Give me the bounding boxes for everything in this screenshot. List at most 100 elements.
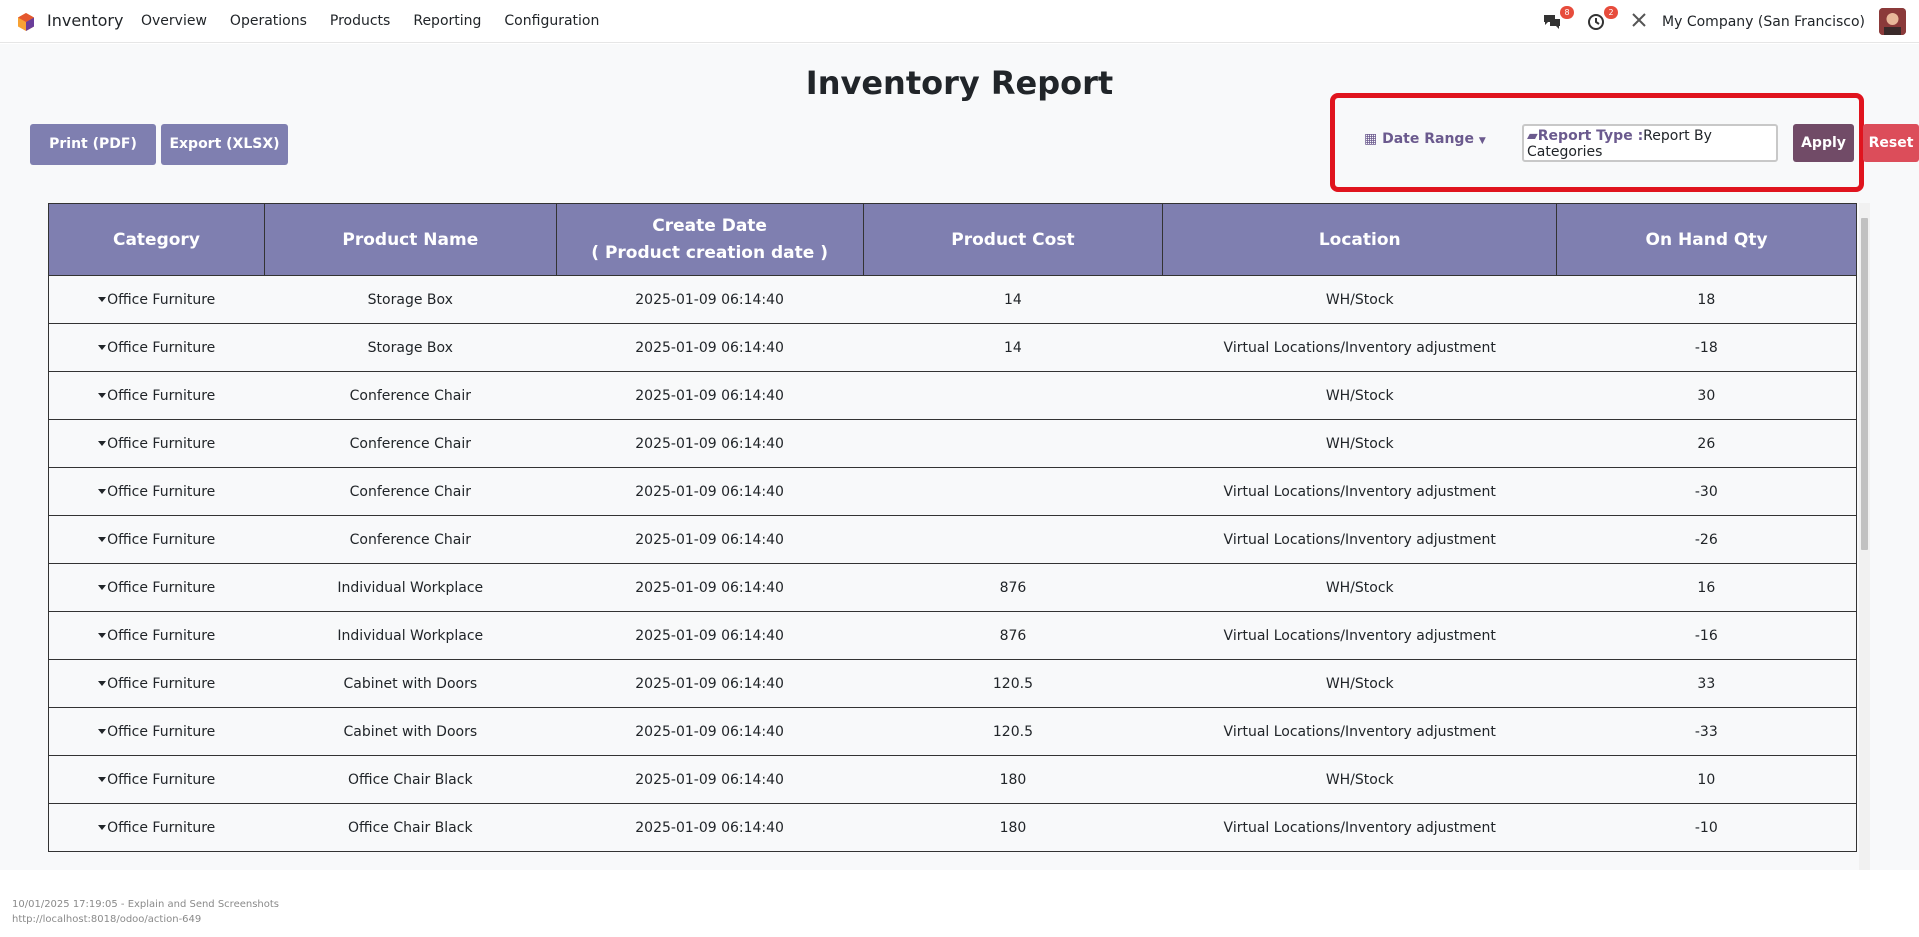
- caret-down-icon[interactable]: [98, 825, 107, 830]
- table-body: Office Furniture Storage Box 2025-01-09 06…: [48, 275, 1857, 852]
- cell-on-hand-qty-text: -30: [1694, 483, 1718, 500]
- cell-product-cost-text: 14: [1004, 291, 1022, 308]
- cell-product-cost: 120.5: [863, 707, 1163, 756]
- cell-product: Office Chair Black: [264, 803, 557, 852]
- table-row: Office Furniture Cabinet with Doors 2025-0…: [48, 707, 1857, 756]
- messages-icon[interactable]: 8: [1542, 5, 1575, 33]
- caret-down-icon[interactable]: [98, 537, 107, 542]
- app-name[interactable]: Inventory: [47, 11, 124, 30]
- cell-location: WH/Stock: [1162, 419, 1557, 468]
- cell-create-date: 2025-01-09 06:14:40: [556, 419, 864, 468]
- report-type-select[interactable]: ▰Report Type :Report By Categories: [1522, 124, 1778, 162]
- apply-button[interactable]: Apply: [1793, 124, 1854, 162]
- cell-product: Storage Box: [264, 275, 557, 324]
- cell-product-cost: 180: [863, 803, 1163, 852]
- cell-location-text: WH/Stock: [1325, 675, 1394, 692]
- caret-down-icon[interactable]: [98, 777, 107, 782]
- cell-create-date-text: 2025-01-09 06:14:40: [635, 435, 784, 452]
- cell-category[interactable]: Office Furniture: [48, 659, 265, 708]
- caret-down-icon[interactable]: [98, 297, 107, 302]
- report-type-value: Report By Categories: [1527, 128, 1712, 160]
- menu-item-products[interactable]: Products: [329, 13, 391, 29]
- caret-down-icon[interactable]: [98, 441, 107, 446]
- calendar-icon: ▦: [1364, 131, 1378, 147]
- cell-on-hand-qty-text: 26: [1697, 435, 1716, 452]
- cell-on-hand-qty: 26: [1556, 419, 1857, 468]
- cell-create-date-text: 2025-01-09 06:14:40: [635, 531, 784, 548]
- cell-product-cost: [863, 515, 1163, 564]
- company-switcher[interactable]: My Company (San Francisco): [1662, 13, 1865, 30]
- cell-create-date: 2025-01-09 06:14:40: [556, 275, 864, 324]
- cell-category-text: Office Furniture: [107, 675, 216, 692]
- cell-category[interactable]: Office Furniture: [48, 611, 265, 660]
- cell-create-date: 2025-01-09 06:14:40: [556, 371, 864, 420]
- cell-category[interactable]: Office Furniture: [48, 323, 265, 372]
- book-icon: ▰: [1527, 128, 1538, 144]
- caret-down-icon[interactable]: [98, 729, 107, 734]
- cell-category[interactable]: Office Furniture: [48, 371, 265, 420]
- cell-location: Virtual Locations/Inventory adjustment: [1162, 803, 1557, 852]
- debug-tools-icon[interactable]: [1630, 11, 1652, 33]
- caret-down-icon[interactable]: [98, 633, 107, 638]
- cell-on-hand-qty: -10: [1556, 803, 1857, 852]
- cell-location: Virtual Locations/Inventory adjustment: [1162, 323, 1557, 372]
- cell-category[interactable]: Office Furniture: [48, 515, 265, 564]
- cell-product-cost: 876: [863, 611, 1163, 660]
- cell-on-hand-qty: -26: [1556, 515, 1857, 564]
- column-header-category: Category: [48, 203, 265, 276]
- table-row: Office Furniture Office Chair Black 2025-0…: [48, 803, 1857, 852]
- caret-down-icon[interactable]: [98, 345, 107, 350]
- footer-timestamp: 10/01/2025 17:19:05 - Explain and Send S…: [12, 899, 280, 910]
- menu-item-reporting[interactable]: Reporting: [413, 13, 482, 29]
- activities-icon[interactable]: 2: [1586, 5, 1619, 33]
- cell-on-hand-qty-text: 30: [1697, 387, 1716, 404]
- reset-button[interactable]: Reset: [1863, 124, 1919, 162]
- cell-product: Individual Workplace: [264, 611, 557, 660]
- inventory-app-icon[interactable]: [16, 12, 36, 32]
- footer-url: http://localhost:8018/odoo/action-649: [12, 914, 202, 925]
- menu-item-operations[interactable]: Operations: [229, 13, 307, 29]
- scrollbar-thumb[interactable]: [1861, 218, 1868, 550]
- cell-product-cost: [863, 467, 1163, 516]
- cell-product-cost: 180: [863, 755, 1163, 804]
- cell-category[interactable]: Office Furniture: [48, 275, 265, 324]
- cell-location-text: Virtual Locations/Inventory adjustment: [1223, 483, 1496, 500]
- caret-down-icon[interactable]: [98, 585, 107, 590]
- cell-create-date: 2025-01-09 06:14:40: [556, 467, 864, 516]
- export-xlsx-button[interactable]: Export (XLSX): [161, 124, 288, 165]
- caret-down-icon[interactable]: [98, 681, 107, 686]
- cell-category[interactable]: Office Furniture: [48, 419, 265, 468]
- date-range-dropdown[interactable]: ▦ Date Range ▼: [1355, 124, 1510, 155]
- cell-product: Cabinet with Doors: [264, 659, 557, 708]
- table-row: Office Furniture Storage Box 2025-01-09 06…: [48, 275, 1857, 324]
- cell-on-hand-qty-text: 33: [1697, 675, 1716, 692]
- table-scrollbar[interactable]: [1859, 203, 1870, 870]
- cell-on-hand-qty: -30: [1556, 467, 1857, 516]
- cell-product: Conference Chair: [264, 515, 557, 564]
- page-title: Inventory Report: [805, 64, 1114, 102]
- cell-location: WH/Stock: [1162, 563, 1557, 612]
- user-avatar[interactable]: [1879, 8, 1906, 35]
- cell-category[interactable]: Office Furniture: [48, 803, 265, 852]
- cell-on-hand-qty-text: -18: [1694, 339, 1718, 356]
- main-menu: Overview Operations Products Reporting C…: [141, 13, 622, 29]
- cell-category[interactable]: Office Furniture: [48, 707, 265, 756]
- cell-product-text: Individual Workplace: [337, 579, 484, 596]
- cell-category[interactable]: Office Furniture: [48, 563, 265, 612]
- cell-create-date: 2025-01-09 06:14:40: [556, 755, 864, 804]
- cell-on-hand-qty-text: -33: [1694, 723, 1718, 740]
- cell-on-hand-qty: -33: [1556, 707, 1857, 756]
- cell-product-text: Office Chair Black: [348, 771, 473, 788]
- table-row: Office Furniture Conference Chair 2025-01-…: [48, 371, 1857, 420]
- menu-item-configuration[interactable]: Configuration: [504, 13, 600, 29]
- caret-down-icon[interactable]: [98, 489, 107, 494]
- cell-category[interactable]: Office Furniture: [48, 467, 265, 516]
- cell-location: WH/Stock: [1162, 275, 1557, 324]
- cell-create-date-text: 2025-01-09 06:14:40: [635, 723, 784, 740]
- cell-category[interactable]: Office Furniture: [48, 755, 265, 804]
- create-date-header-line2: ( Product creation date ): [591, 242, 828, 263]
- menu-item-overview[interactable]: Overview: [141, 13, 207, 29]
- caret-down-icon[interactable]: [98, 393, 107, 398]
- print-pdf-button[interactable]: Print (PDF): [30, 124, 156, 165]
- cell-product: Storage Box: [264, 323, 557, 372]
